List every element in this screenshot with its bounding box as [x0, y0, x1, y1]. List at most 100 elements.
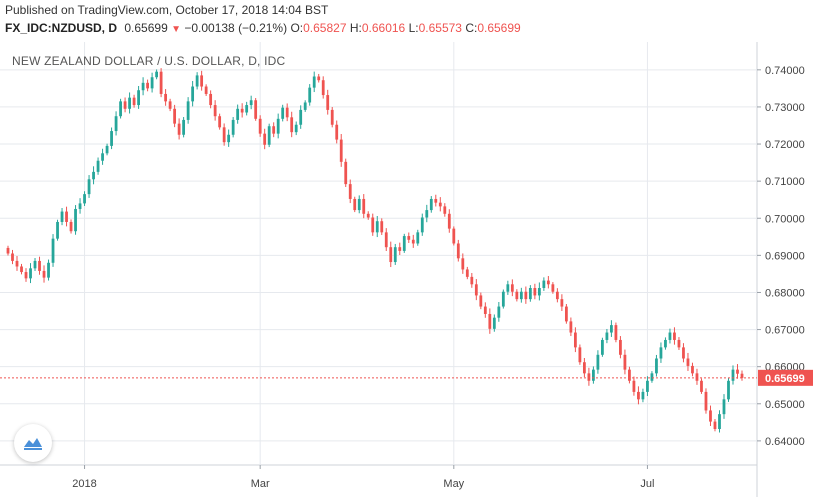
- candle-body: [294, 124, 298, 133]
- candle-body: [254, 100, 258, 119]
- candle-body: [578, 347, 582, 363]
- current-price-label: 0.65699: [765, 373, 805, 385]
- candle-body: [452, 228, 456, 244]
- candle-body: [384, 232, 388, 248]
- candle-body: [6, 247, 10, 254]
- candle-body: [281, 107, 285, 119]
- candle-body: [632, 380, 636, 392]
- candle-body: [519, 291, 523, 300]
- low-label: L:: [408, 21, 419, 35]
- candle-body: [501, 291, 505, 307]
- y-tick-label: 0.67000: [765, 325, 805, 337]
- candle-body: [497, 306, 501, 318]
- candle-body: [60, 211, 64, 222]
- candle-body: [637, 391, 640, 400]
- chart-area[interactable]: 0.74000 0.73000 0.72000 0.71000 0.70000 0.690…: [0, 42, 813, 497]
- symbol-label[interactable]: FX_IDC:NZDUSD, D: [5, 21, 118, 35]
- x-tick-label: Mar: [251, 478, 270, 490]
- close-value: 0.65699: [477, 21, 521, 35]
- candle-body: [389, 247, 393, 263]
- candle-body: [65, 211, 68, 222]
- candle-body: [587, 373, 591, 381]
- candle-body: [573, 332, 577, 348]
- candle-body: [272, 126, 276, 134]
- candle-body: [546, 280, 550, 285]
- y-tick-label: 0.69000: [765, 250, 805, 262]
- candle-body: [335, 124, 339, 140]
- candle-body: [47, 262, 50, 278]
- candle-body: [132, 97, 136, 106]
- candle-body: [740, 373, 744, 378]
- candle-body: [537, 288, 541, 296]
- candle-body: [704, 391, 708, 411]
- candle-body: [326, 95, 330, 110]
- candle-body: [366, 213, 370, 218]
- candle-body: [51, 238, 55, 263]
- candle-body: [69, 221, 73, 232]
- candle-body: [614, 325, 618, 340]
- candle-body: [722, 399, 726, 415]
- price-chart[interactable]: 0.74000 0.73000 0.72000 0.71000 0.70000 0.690…: [0, 42, 813, 497]
- candle-body: [83, 194, 86, 204]
- candle-body: [646, 380, 649, 392]
- candle-body: [128, 97, 131, 109]
- candle-body: [479, 295, 483, 307]
- candle-body: [709, 410, 712, 422]
- y-tick-label: 0.65000: [765, 399, 805, 411]
- candle-body: [353, 198, 357, 211]
- candle-body: [483, 306, 487, 314]
- tradingview-logo-icon[interactable]: [14, 424, 52, 462]
- candle-body: [222, 127, 226, 143]
- high-label: H:: [349, 21, 362, 35]
- candle-body: [191, 86, 195, 102]
- candle-body: [488, 313, 492, 329]
- candle-body: [700, 380, 703, 392]
- candle-body: [564, 306, 568, 322]
- candle-body: [110, 131, 113, 146]
- candle-body: [218, 116, 222, 128]
- candle-body: [510, 284, 514, 292]
- candle-body: [78, 203, 82, 209]
- candle-body: [380, 221, 384, 233]
- candle-body: [227, 134, 231, 143]
- candle-body: [407, 236, 411, 240]
- candle-body: [659, 347, 663, 359]
- candle-body: [155, 71, 158, 78]
- candle-body: [569, 321, 573, 333]
- candle-body: [429, 198, 433, 211]
- candle-body: [200, 75, 204, 87]
- candle-body: [393, 247, 397, 263]
- candle-body: [195, 75, 199, 87]
- candle-body: [38, 260, 41, 271]
- candle-body: [317, 76, 321, 81]
- chart-header: Published on TradingView.com, October 17…: [0, 0, 813, 42]
- candle-body: [24, 272, 28, 279]
- last-price: 0.65699: [124, 21, 168, 35]
- candle-body: [330, 109, 334, 125]
- candle-body: [42, 270, 46, 278]
- candle-body: [686, 358, 690, 366]
- candle-body: [249, 100, 253, 106]
- candle-body: [605, 332, 609, 340]
- y-tick-label: 0.70000: [765, 213, 805, 225]
- candle-body: [159, 71, 163, 94]
- candle-body: [186, 101, 190, 120]
- candle-body: [447, 213, 451, 229]
- candle-body: [402, 236, 406, 251]
- candle-body: [339, 139, 343, 162]
- candle-body: [173, 108, 177, 124]
- candle-body: [101, 153, 104, 161]
- candle-body: [601, 339, 604, 355]
- candle-body: [582, 362, 586, 374]
- candle-body: [15, 260, 19, 267]
- y-tick-label: 0.64000: [765, 436, 805, 448]
- candle-body: [168, 101, 172, 109]
- candle-body: [560, 299, 564, 307]
- candle-body: [592, 369, 595, 381]
- candle-body: [718, 414, 721, 430]
- candle-body: [92, 171, 95, 180]
- candle-body: [474, 284, 478, 296]
- published-info: Published on TradingView.com, October 17…: [5, 3, 329, 17]
- down-arrow-icon: ▼: [171, 24, 181, 35]
- low-value: 0.65573: [418, 21, 462, 35]
